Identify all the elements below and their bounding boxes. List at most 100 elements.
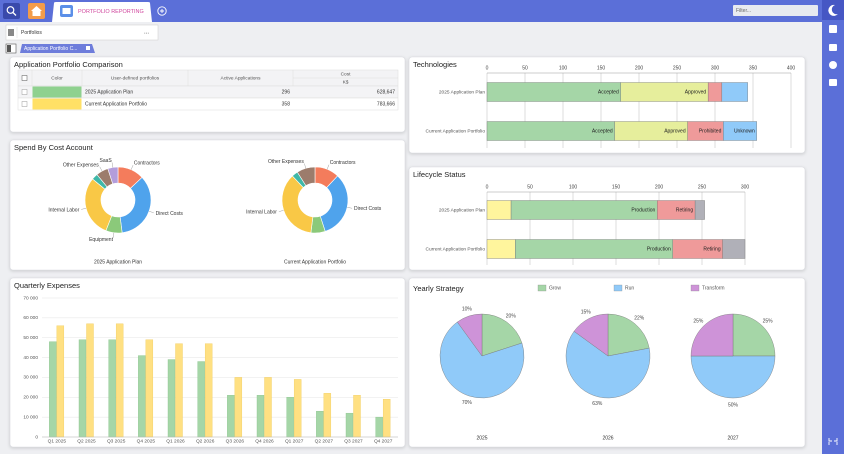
column-header: Active Applications [221,75,262,81]
bar [382,399,391,438]
pie-slice [690,355,776,399]
checkbox[interactable] [21,75,28,81]
y-tick-label: 0 [35,434,38,440]
x-tick-label: 150 [597,65,606,71]
segment-label: Production [631,207,655,213]
segment-label: Approved [685,89,707,95]
slice-label: Contractors [330,160,356,166]
search-icon [12,12,17,16]
slice-label: Direct Costs [156,211,184,217]
y-tick-label: 70 000 [23,295,38,301]
search-button[interactable] [3,3,20,19]
filter-input[interactable] [733,5,818,16]
legend-swatch[interactable] [690,284,700,292]
leader-line [81,208,87,210]
bar [115,323,124,438]
bar [204,343,213,438]
x-tick-label: Q1 2027 [285,438,304,444]
leader-line [113,232,115,238]
pie-slice [565,331,651,399]
donut-slice [119,176,152,234]
x-tick-label: Q1 2025 [48,438,67,444]
subtab[interactable] [20,44,95,53]
book-button[interactable] [829,44,837,51]
x-tick-label: 400 [787,65,796,71]
x-tick-label: 200 [655,184,664,190]
table-row[interactable] [17,97,399,111]
x-tick-label: 200 [635,65,644,71]
sidebar-top [822,0,844,20]
legend-swatch[interactable] [613,284,623,292]
portfolios-value[interactable]: ... [144,30,149,36]
y-tick-label: 30 000 [23,375,38,381]
bar-segment [723,121,757,141]
portfolios-field[interactable] [5,24,159,41]
x-tick-label: Q1 2026 [166,438,185,444]
bot-button[interactable] [829,61,837,69]
bar [256,395,265,438]
portfolio-name: Current Application Portfolio [85,101,147,107]
checkbox[interactable] [21,89,28,95]
present-button[interactable] [829,79,837,86]
x-tick-label: Q4 2026 [255,438,274,444]
legend-swatch[interactable] [537,284,547,292]
cost: 783,666 [377,101,395,107]
bar [234,377,243,438]
top-bar [0,0,844,22]
donut-slice [107,166,119,185]
segment-label: Accepted [598,89,619,95]
x-tick-label: 300 [741,184,750,190]
theme-button[interactable] [828,4,838,16]
portfolio-name: 2025 Application Plan [85,89,133,95]
segment-label: Prohibited [699,128,722,134]
panel-title: Technologies [413,60,457,69]
pie-caption: 2027 [727,435,738,441]
y-tick-label: Current Application Portfolio [426,128,486,134]
tab-icon [62,8,71,14]
y-tick-label: 60 000 [23,315,38,321]
pie-slice [607,313,650,357]
slice-label: Other Expenses [63,162,99,168]
fullscreen-button[interactable] [828,438,838,445]
checkbox[interactable] [21,101,28,107]
leader-line [347,207,353,209]
slice-label: 15% [581,310,592,316]
portfolios-label: Portfolios [21,30,42,36]
x-tick-label: 300 [711,65,720,71]
leader-line [326,164,330,170]
leader-line [278,210,284,212]
y-tick-label: 2025 Application Plan [439,89,485,95]
add-tab-button[interactable] [157,6,167,16]
slice-label: SaaS [100,158,113,164]
x-tick-label: 250 [698,184,707,190]
segment-label: Retiring [703,246,720,252]
column-header: User-defined portfolios [111,75,160,81]
x-tick-label: 50 [522,65,528,71]
leader-line [130,165,134,170]
panel-title: Quarterly Expenses [14,281,80,290]
save-button[interactable] [829,25,837,33]
slice-label: 25% [763,319,774,325]
add-tab-icon [160,9,164,13]
x-tick-label: 350 [749,65,758,71]
slice-label: Other Expenses [268,159,304,165]
x-tick-label: Q2 2025 [77,438,96,444]
bar [86,323,94,438]
bar-segment [722,239,746,259]
y-tick-label: Current Application Portfolio [426,246,486,252]
bar [175,343,183,438]
column-unit: K$ [343,79,349,85]
slice-label: Internal Labor [246,210,277,216]
slice-label: 25% [693,319,704,325]
bar-segment [707,82,723,102]
y-tick-label: 50 000 [23,335,38,341]
leader-line [99,166,103,172]
portfolios-icon [8,29,14,36]
tab-active[interactable] [52,2,152,22]
bar [293,379,302,438]
sidebar [822,0,844,454]
segment-label: Accepted [592,128,613,134]
bar [108,339,116,438]
search-icon [6,6,15,14]
